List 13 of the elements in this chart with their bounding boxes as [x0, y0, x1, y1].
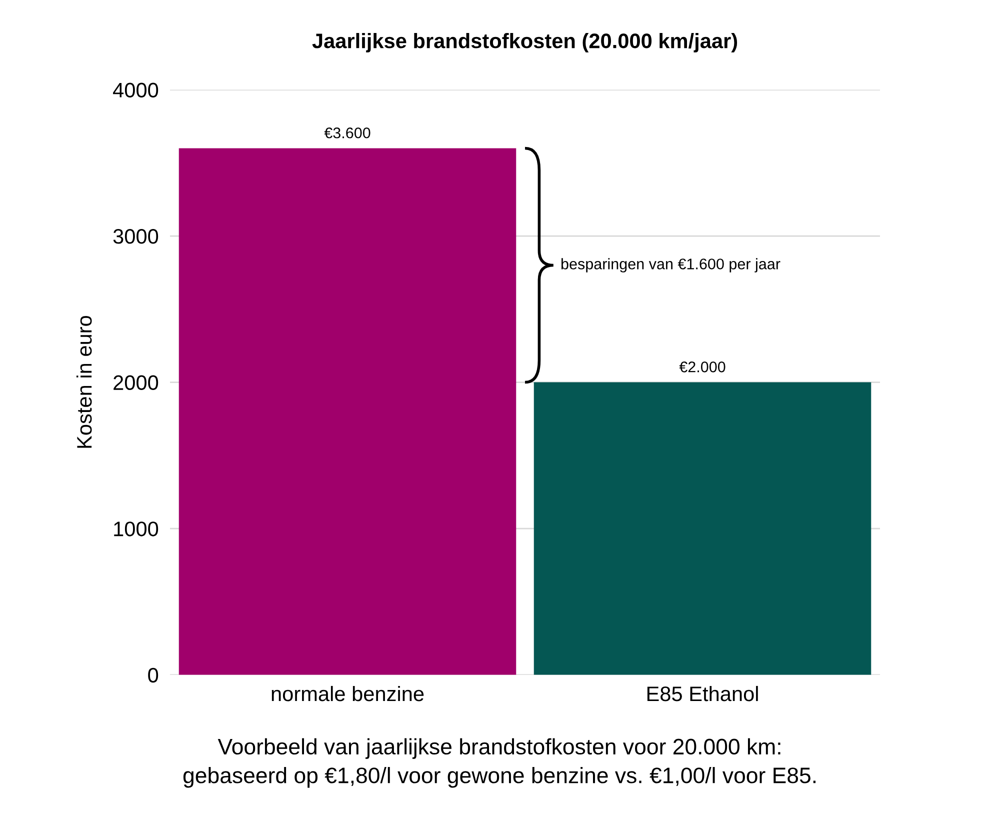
- x-tick-label: E85 Ethanol: [647, 686, 758, 702]
- y-tick-label: 1000: [114, 522, 158, 536]
- y-tick-label: 4000: [113, 82, 158, 98]
- y-tick-label: 3000: [113, 229, 158, 244]
- chart-title: Jaarlijkse brandstofkosten (20.000 km/jaar): [312, 32, 738, 52]
- text: Voorbeeld van jaarlijkse brandstofkosten voor 20.000 km: gebaseerd op €1,80/l voor gewone benzine vs. €1,00/l voor E85.: [183, 738, 816, 788]
- y-axis-title: Kosten in euro: [76, 316, 92, 448]
- data-label: €2.000: [679, 362, 726, 372]
- annotation: besparingen van €1.600 per jaar: [561, 258, 780, 272]
- y-tick-label: 2000: [114, 375, 158, 390]
- x-tick-label: normale benzine: [272, 686, 424, 702]
- y-tick-label: 0: [148, 668, 158, 683]
- data-label: €3.600: [324, 127, 370, 138]
